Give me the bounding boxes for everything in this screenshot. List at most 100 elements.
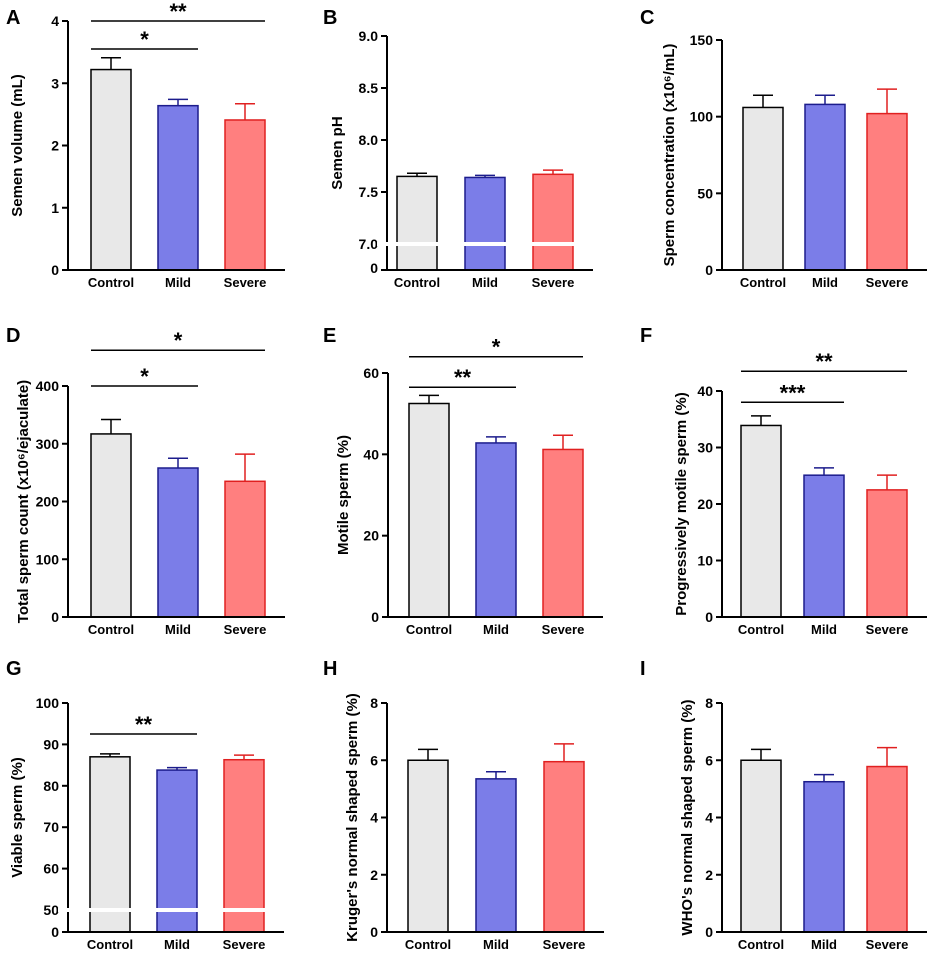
bar-severe <box>224 119 266 271</box>
y-tick-label: 2 <box>51 138 59 154</box>
panel-letter: H <box>323 658 337 680</box>
x-tick-label: Mild <box>812 275 838 290</box>
x-tick-label: Mild <box>811 937 837 952</box>
y-axis-label: Sperm concentration (x10⁶/mL) <box>661 44 678 267</box>
x-tick-label: Control <box>88 622 134 637</box>
y-tick-label: 1 <box>51 200 59 216</box>
bar-control <box>89 756 131 933</box>
panel-letter: F <box>640 325 652 347</box>
x-tick-label: Mild <box>483 937 509 952</box>
bar-severe <box>223 758 265 933</box>
bar-severe <box>532 173 574 271</box>
significance-label: ** <box>454 365 472 390</box>
x-tick-label: Severe <box>866 275 909 290</box>
y-tick-label: 8 <box>370 695 378 711</box>
x-tick-label: Mild <box>472 275 498 290</box>
x-tick-label: Control <box>738 937 784 952</box>
y-tick-label: 8 <box>705 695 713 711</box>
x-tick-label: Control <box>87 937 133 952</box>
bar-mild <box>803 474 845 618</box>
panel-i: I WHO's normal shaped sperm (%) 0 2 4 6 8 Contr… <box>640 658 927 952</box>
panel-letter: I <box>640 658 646 680</box>
panel-g: G Viable sperm (%) 50 60 70 80 90 100 0 Control Mi… <box>6 658 284 952</box>
x-tick-label: Severe <box>223 937 266 952</box>
significance-label: ** <box>135 712 153 737</box>
y-tick-label: 0 <box>705 609 713 625</box>
bar-mild <box>475 778 517 933</box>
y-tick-label: 60 <box>363 365 379 381</box>
y-tick-label: 40 <box>363 446 379 462</box>
bar-severe <box>866 112 908 271</box>
bar-mild <box>804 103 846 271</box>
y-tick-label: 100 <box>36 551 60 567</box>
y-tick-label: 7.0 <box>359 236 379 252</box>
y-tick-label: 300 <box>36 436 60 452</box>
x-tick-label: Mild <box>811 622 837 637</box>
y-axis-label: Total sperm count (x10⁶/ejaculate) <box>15 380 32 623</box>
y-tick-label: 50 <box>697 185 713 201</box>
bar-control <box>408 402 450 618</box>
panel-h: H Kruger's normal shaped sperm (%) 0 2 4 6 8 Co… <box>323 658 604 952</box>
bar-control <box>742 106 784 271</box>
x-tick-label: Severe <box>543 937 586 952</box>
y-tick-label: 7.5 <box>359 184 379 200</box>
significance-label: * <box>140 364 149 389</box>
y-tick-label: 8.5 <box>359 80 379 96</box>
y-tick-label: 8.0 <box>359 132 379 148</box>
bar-severe <box>866 765 908 933</box>
y-tick-label: 20 <box>363 528 379 544</box>
significance-label: *** <box>780 380 806 405</box>
y-tick-label: 20 <box>697 496 713 512</box>
panel-letter: A <box>6 7 20 29</box>
y-axis-label: Viable sperm (%) <box>9 757 26 878</box>
significance-label: * <box>492 335 501 360</box>
x-tick-label: Control <box>405 937 451 952</box>
y-tick-label: 4 <box>51 13 59 29</box>
y-tick-label: 2 <box>370 867 378 883</box>
y-axis-label: Motile sperm (%) <box>335 435 352 555</box>
y-tick-label: 0 <box>370 924 378 940</box>
bar-control <box>90 68 132 271</box>
bar-mild <box>157 104 199 271</box>
y-tick-label: 70 <box>43 819 59 835</box>
y-tick-label-zero: 0 <box>370 260 378 276</box>
y-tick-label: 10 <box>697 553 713 569</box>
panel-letter: B <box>323 7 337 29</box>
x-tick-label: Mild <box>164 937 190 952</box>
bar-control <box>90 433 132 618</box>
y-tick-label: 80 <box>43 778 59 794</box>
panel-b: B Semen pH 7.0 7.5 8.0 8.5 9.0 0 Control Mild Seve… <box>323 7 593 290</box>
x-tick-label: Severe <box>542 622 585 637</box>
y-axis-label: WHO's normal shaped sperm (%) <box>679 699 696 935</box>
x-tick-label: Control <box>740 275 786 290</box>
panel-f: F Progressively motile sperm (%) 0 10 20 30 40… <box>640 325 927 637</box>
y-tick-label: 150 <box>690 32 714 48</box>
x-tick-label: Severe <box>532 275 575 290</box>
bar-mild <box>475 442 517 618</box>
axis-break <box>377 242 575 246</box>
y-tick-label: 6 <box>705 752 713 768</box>
y-tick-label: 60 <box>43 861 59 877</box>
bar-severe <box>542 448 584 618</box>
panel-d: D Total sperm count (x10⁶/ejaculate) 0 100 2… <box>6 325 285 637</box>
y-axis-label: Semen pH <box>329 116 346 189</box>
x-tick-label: Mild <box>165 275 191 290</box>
bar-mild <box>157 467 199 618</box>
significance-label: ** <box>815 349 833 374</box>
y-tick-label: 90 <box>43 736 59 752</box>
y-tick-label-zero: 0 <box>51 924 59 940</box>
y-tick-label: 2 <box>705 867 713 883</box>
significance-label: * <box>174 328 183 353</box>
bar-control <box>740 424 782 618</box>
x-tick-label: Severe <box>866 937 909 952</box>
y-tick-label: 0 <box>371 609 379 625</box>
significance-label: ** <box>169 0 187 24</box>
bar-control <box>407 759 449 933</box>
bar-severe <box>224 480 266 618</box>
panel-letter: E <box>323 325 336 347</box>
panel-c: C Sperm concentration (x10⁶/mL) 0 50 100 150 C… <box>640 7 927 290</box>
y-tick-label: 9.0 <box>359 28 379 44</box>
y-tick-label: 0 <box>705 924 713 940</box>
bar-mild <box>464 176 506 271</box>
